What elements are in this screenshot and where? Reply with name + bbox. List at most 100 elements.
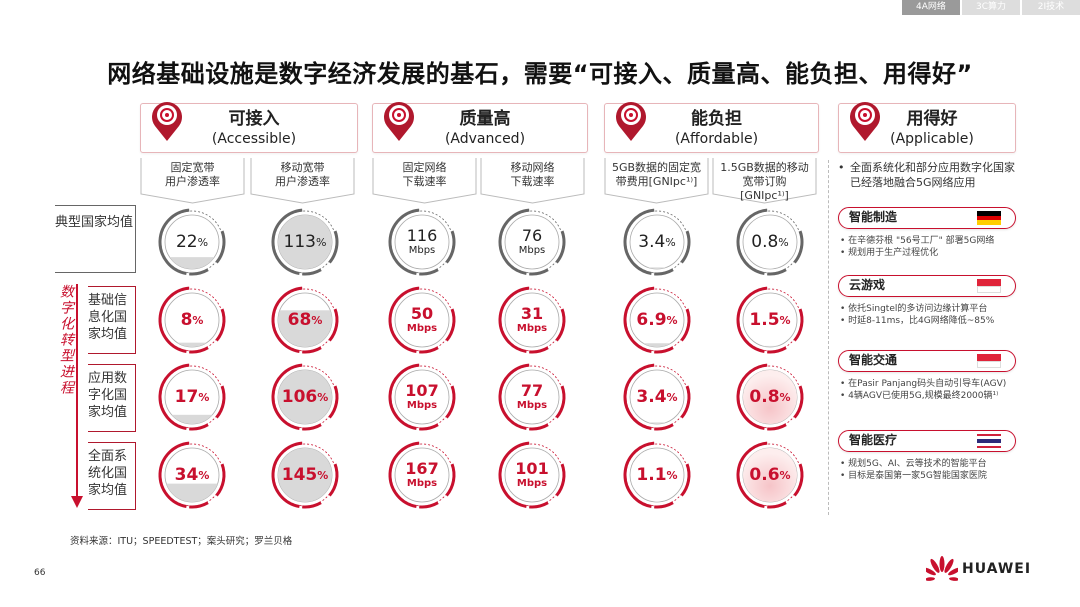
gauge-ring	[736, 441, 804, 509]
gauge-value: 8	[180, 310, 193, 330]
gauge-value: 113	[283, 232, 316, 252]
metric-value-gauge: 31 Mbps	[496, 284, 568, 356]
metric-header: 移动网络 下载速率	[480, 158, 585, 204]
gauge-unit: Mbps	[406, 323, 438, 334]
metric-value-gauge: 106%	[269, 361, 341, 433]
metric-header: 1.5GB数据的移动 宽带订购 [GNIpc¹⁾]	[712, 158, 817, 204]
gauge-ring	[158, 363, 226, 431]
pillar-title: 用得好	[906, 109, 958, 129]
tab-4a-network[interactable]: 4A网络	[902, 0, 960, 15]
gauge-fill	[278, 370, 332, 424]
gauge-unit: Mbps	[518, 245, 546, 256]
metric-value-gauge: 113%	[269, 206, 341, 278]
germany-flag	[977, 211, 1001, 225]
cloud-speed-icon	[384, 102, 414, 141]
gauge-fill	[630, 422, 684, 424]
gauge-unit: %	[316, 235, 327, 249]
gauge-unit: %	[666, 468, 678, 482]
gauge-unit: Mbps	[408, 245, 436, 256]
use-case-label: 智能交通	[849, 353, 898, 367]
use-case-label: 智能制造	[849, 210, 898, 224]
gauge-unit: %	[197, 235, 209, 249]
bullet-text: 4辆AGV已使用5G,规模最终2000辆¹⁾	[848, 391, 999, 401]
pillar-subtitle: (Accessible)	[211, 131, 297, 147]
page-title: 网络基础设施是数字经济发展的基石，需要“可接入、质量高、能负担、用得好”	[107, 60, 973, 88]
gauge-highlight	[743, 448, 797, 502]
row-label-applied: 应用数字化国家均值	[88, 364, 136, 432]
gauge-ring	[623, 208, 691, 276]
gauge-ring	[498, 208, 566, 276]
gauge-fill	[165, 342, 219, 347]
use-case-title: 智能制造	[838, 207, 1016, 229]
gauge-ring	[498, 441, 566, 509]
applicable-intro: • 全面系统化和部分应用数字化国家已经落地融合5G网络应用	[838, 161, 1015, 189]
progress-label: 数字化转型进程	[58, 284, 74, 396]
use-case-title: 智能医疗	[838, 430, 1016, 452]
gauge-unit: %	[317, 468, 329, 482]
bullet-text: 规划5G、AI、云等技术的智能平台	[848, 459, 987, 469]
use-case-bullet: • 目标是泰国第一家5G智能国家医院	[840, 471, 987, 481]
gauge-ring	[271, 441, 339, 509]
gauge-value: 22	[175, 232, 198, 252]
gauge-unit: Mbps	[516, 323, 548, 334]
metric-value-gauge: 8%	[156, 284, 228, 356]
metric-label: 固定宽带 用户渗透率	[165, 161, 220, 188]
gauge-ring	[271, 363, 339, 431]
metric-value-gauge: 22%	[156, 206, 228, 278]
gauge-value: 0.8	[751, 232, 779, 252]
gauge-ring	[158, 208, 226, 276]
metric-header: 移动宽带 用户渗透率	[250, 158, 355, 204]
use-case-title: 智能交通	[838, 350, 1016, 372]
metric-value-gauge: 101 Mbps	[496, 439, 568, 511]
metric-header: 固定网络 下载速率	[372, 158, 477, 204]
gauge-fill	[165, 414, 219, 424]
gauge-unit: Mbps	[406, 478, 438, 489]
bullet-text: 在Pasir Panjang码头自动引导车(AGV)	[848, 379, 1007, 389]
pillar-subtitle: (Applicable)	[890, 131, 974, 147]
gears-icon	[850, 102, 880, 141]
gauge-ring	[271, 208, 339, 276]
gauge-value: 1.1	[636, 465, 667, 485]
metric-value-gauge: 77 Mbps	[496, 361, 568, 433]
row-label-systematic: 全面系统化国家均值	[88, 442, 136, 510]
bullet-text: 时延8-11ms，比4G网络降低~85%	[848, 316, 995, 326]
gauge-value: 106	[281, 387, 318, 407]
gauge-unit: %	[778, 235, 789, 249]
pillar-title: 能负担	[691, 109, 742, 129]
gauge-value: 34	[174, 465, 199, 485]
pillar-subtitle: (Affordable)	[674, 131, 759, 147]
tab-3c-compute[interactable]: 3C算力	[962, 0, 1020, 15]
gauge-ring	[498, 363, 566, 431]
use-case-title: 云游戏	[838, 275, 1016, 297]
gauge-fill	[743, 345, 797, 347]
tab-2i-tech[interactable]: 2I技术	[1022, 0, 1080, 15]
metric-label: 固定网络 下载速率	[402, 161, 447, 188]
gauge-ring	[623, 286, 691, 354]
gauge-value: 0.6	[749, 465, 780, 485]
gauge-value: 0.8	[749, 387, 780, 407]
gauge-value: 107	[405, 381, 439, 400]
metric-value-gauge: 6.9%	[621, 284, 693, 356]
gauge-value: 77	[520, 381, 544, 400]
gauge-ring	[623, 363, 691, 431]
progress-arrow-icon	[71, 496, 83, 508]
gauge-value: 17	[174, 387, 199, 407]
gauge-unit: %	[311, 313, 323, 327]
singapore-flag	[977, 354, 1001, 368]
chevron-frame	[480, 158, 585, 204]
page-number: 66	[34, 568, 46, 578]
use-case-label: 智能医疗	[849, 433, 898, 447]
gauge-value: 31	[520, 304, 544, 323]
metric-label: 移动宽带 用户渗透率	[275, 161, 330, 188]
gauge-value: 167	[405, 459, 439, 478]
pillar-title: 可接入	[228, 109, 280, 129]
row-label-typical: 典型国家均值	[55, 205, 136, 273]
gauge-unit: %	[779, 468, 791, 482]
gauge-value: 1.5	[749, 310, 780, 330]
gauge-ring	[158, 441, 226, 509]
metric-header: 5GB数据的固定宽 带费用[GNIpc¹⁾]	[604, 158, 709, 204]
use-case-label: 云游戏	[849, 278, 886, 292]
gauge-value: 116	[406, 226, 438, 245]
gauge-fill	[630, 501, 684, 502]
metric-label: 1.5GB数据的移动 宽带订购 [GNIpc¹⁾]	[720, 161, 809, 202]
